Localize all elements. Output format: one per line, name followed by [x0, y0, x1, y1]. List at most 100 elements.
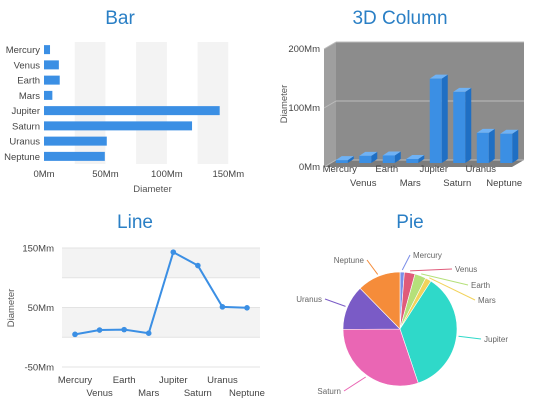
pie-leader-mars — [429, 277, 476, 301]
pie-leader-earth — [421, 273, 469, 286]
pie-label-venus: Venus — [455, 265, 477, 274]
column-uranus — [476, 132, 489, 163]
pie-slice-neptune — [359, 271, 401, 330]
column-chart-title: 3D Column — [352, 8, 448, 29]
column-uranus-top — [476, 128, 495, 133]
pie-label-jupiter: Jupiter — [484, 335, 508, 344]
column-category-label-earth: Earth — [375, 164, 398, 175]
bar-category-label-mercury: Mercury — [6, 45, 41, 56]
pie-slice-jupiter — [399, 280, 458, 384]
line-grid-band — [62, 307, 260, 338]
column-earth-side — [394, 151, 401, 163]
line-chart-title: Line — [117, 212, 153, 233]
pie-leader-jupiter — [458, 335, 482, 340]
pie-label-mercury: Mercury — [413, 251, 442, 260]
bar-category-label-venus: Venus — [14, 60, 41, 71]
bar-mars — [44, 90, 53, 100]
pie-leader-mercury — [401, 254, 411, 271]
bar-category-label-mars: Mars — [19, 91, 40, 102]
column-gridline — [323, 100, 337, 109]
column-jupiter-top — [429, 74, 448, 79]
column-category-label-venus: Venus — [350, 178, 377, 189]
bar-category-label-uranus: Uranus — [9, 137, 40, 148]
column-category-label-jupiter: Jupiter — [419, 164, 448, 175]
column-jupiter — [429, 78, 442, 163]
bar-chart-title: Bar — [105, 8, 135, 29]
column-saturn — [453, 91, 466, 163]
column-neptune-side — [512, 129, 519, 163]
pie-leader-neptune — [366, 259, 379, 275]
bar-category-label-jupiter: Jupiter — [11, 106, 40, 117]
bar-x-tick-label: 150Mm — [212, 169, 244, 180]
column-jupiter-side — [441, 74, 448, 163]
line-point-neptune — [244, 304, 250, 311]
column-mercury-side — [347, 156, 354, 163]
column-mars — [406, 158, 419, 163]
line-grid-band — [62, 248, 260, 278]
bar-jupiter — [44, 106, 220, 116]
line-category-label-earth: Earth — [113, 375, 136, 386]
line-category-label-venus: Venus — [86, 388, 113, 399]
column-mars-top — [406, 154, 425, 159]
pie-label-earth: Earth — [471, 281, 490, 290]
column-neptune — [500, 133, 513, 163]
bar-earth — [44, 75, 60, 85]
column-saturn-top — [453, 87, 472, 92]
line-y-tick-label: 50Mm — [28, 303, 54, 314]
column-earth-top — [382, 151, 401, 156]
pie-chart-title: Pie — [396, 212, 424, 233]
column-mercury — [335, 160, 348, 163]
column-category-label-neptune: Neptune — [486, 178, 522, 189]
pie-slice-saturn — [342, 328, 419, 387]
column-venus-side — [371, 151, 378, 163]
column-y-tick-label: 200Mm — [288, 44, 320, 55]
column-floor — [324, 160, 524, 167]
line-point-saturn — [195, 262, 201, 269]
column-venus-top — [359, 151, 378, 156]
pie-label-mars: Mars — [478, 296, 496, 305]
bar-x-tick-label: 0Mm — [33, 169, 54, 180]
line-point-uranus — [219, 304, 226, 310]
column-gridline — [323, 41, 337, 50]
column-mercury-top — [335, 156, 354, 161]
line-category-label-jupiter: Jupiter — [159, 375, 188, 386]
line-point-venus — [96, 327, 103, 333]
column-mars-side — [418, 154, 425, 163]
line-point-mars — [145, 330, 152, 337]
pie-leader-uranus — [324, 298, 346, 307]
column-y-tick-label: 100Mm — [288, 103, 320, 114]
bar-category-label-saturn: Saturn — [12, 121, 40, 132]
line-series — [74, 250, 248, 336]
line-point-earth — [121, 326, 127, 333]
bar-x-tick-label: 100Mm — [151, 169, 183, 180]
bar-grid-band — [136, 42, 167, 164]
bar-grid-band — [197, 42, 229, 164]
bar-venus — [44, 60, 59, 70]
column-neptune-top — [500, 129, 519, 134]
column-y-axis-title: Diameter — [279, 85, 290, 124]
bar-x-tick-label: 50Mm — [92, 169, 118, 180]
line-category-label-saturn: Saturn — [184, 388, 212, 399]
pie-label-neptune: Neptune — [334, 256, 365, 265]
line-category-label-mercury: Mercury — [58, 375, 93, 386]
bar-mercury — [44, 45, 51, 55]
bar-uranus — [44, 136, 107, 146]
line-category-label-mars: Mars — [138, 388, 159, 399]
pie-leader-venus — [410, 268, 453, 272]
bar-category-label-neptune: Neptune — [4, 152, 40, 163]
column-saturn-side — [465, 87, 472, 163]
column-venus — [359, 155, 372, 163]
column-earth — [382, 155, 395, 163]
column-gridline — [323, 159, 337, 168]
column-uranus-side — [488, 128, 495, 163]
column-category-label-mercury: Mercury — [323, 164, 358, 175]
line-y-tick-label: -50Mm — [24, 363, 54, 374]
column-category-label-saturn: Saturn — [443, 178, 471, 189]
line-category-label-uranus: Uranus — [207, 375, 238, 386]
column-category-label-uranus: Uranus — [465, 164, 496, 175]
pie-label-uranus: Uranus — [296, 295, 322, 304]
